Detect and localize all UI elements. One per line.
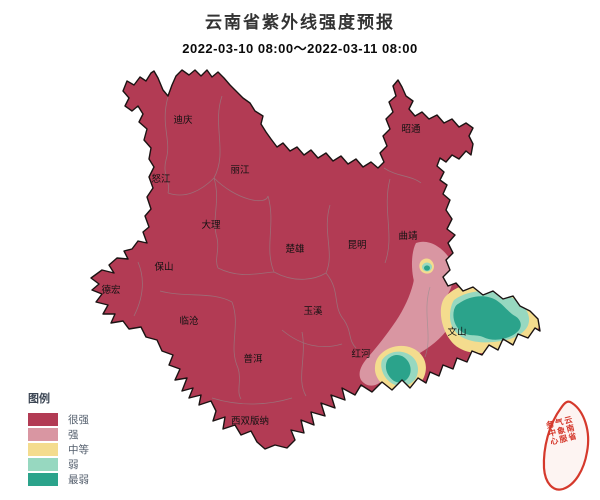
city-label-diqing: 迪庆 bbox=[173, 114, 193, 126]
city-label-nujiang: 怒江 bbox=[151, 173, 171, 185]
page-title: 云南省紫外线强度预报 bbox=[205, 13, 395, 32]
legend-label-weakest: 最弱 bbox=[68, 474, 89, 486]
legend-item-very-strong: 很强 bbox=[28, 412, 89, 427]
legend-swatch-weakest bbox=[28, 473, 58, 486]
legend: 图例 很强 强 中等 弱 最弱 bbox=[28, 390, 89, 487]
city-label-xishuangbanna: 西双版纳 bbox=[231, 415, 269, 427]
city-label-puer: 普洱 bbox=[243, 353, 263, 365]
city-label-baoshan: 保山 bbox=[154, 261, 173, 273]
city-label-wenshan: 文山 bbox=[447, 326, 466, 338]
seal-leaf-outline bbox=[542, 400, 590, 491]
seal-leaf-icon bbox=[542, 400, 590, 491]
legend-swatch-medium bbox=[28, 443, 58, 456]
overlay-weakest-wenshan bbox=[453, 296, 521, 340]
city-label-yuxi: 玉溪 bbox=[303, 305, 323, 317]
legend-label-strong: 强 bbox=[68, 429, 79, 441]
legend-title: 图例 bbox=[28, 393, 50, 405]
prefecture-borders bbox=[133, 95, 431, 405]
legend-item-weak: 弱 bbox=[28, 457, 89, 472]
city-label-honghe: 红河 bbox=[351, 348, 371, 360]
overlay-weakest-honghe bbox=[385, 354, 411, 383]
overlay-weakest-qujing-spot bbox=[424, 265, 430, 271]
forecast-period: 2022-03-10 08:00～2022-03-11 08:00 bbox=[182, 41, 418, 56]
legend-item-weakest: 最弱 bbox=[28, 472, 89, 487]
legend-label-very-strong: 很强 bbox=[68, 414, 89, 426]
legend-item-medium: 中等 bbox=[28, 442, 89, 457]
legend-item-strong: 强 bbox=[28, 427, 89, 442]
legend-swatch-weak bbox=[28, 458, 58, 471]
city-label-kunming: 昆明 bbox=[347, 240, 366, 251]
legend-label-medium: 中等 bbox=[68, 444, 89, 456]
legend-label-weak: 弱 bbox=[68, 459, 79, 471]
city-label-lijiang: 丽江 bbox=[230, 165, 250, 176]
official-seal: 云南省 气象服 务中心 bbox=[534, 398, 596, 494]
city-label-lincang: 临沧 bbox=[179, 315, 199, 327]
city-label-dali: 大理 bbox=[201, 219, 221, 231]
city-label-dehong: 德宏 bbox=[101, 284, 120, 296]
city-label-zhaotong: 昭通 bbox=[401, 124, 421, 135]
legend-swatch-very-strong bbox=[28, 413, 58, 426]
legend-swatch-strong bbox=[28, 428, 58, 441]
province-fill-very-strong bbox=[91, 70, 540, 449]
city-label-qujing: 曲靖 bbox=[398, 230, 418, 242]
city-label-chuxiong: 楚雄 bbox=[285, 243, 305, 255]
